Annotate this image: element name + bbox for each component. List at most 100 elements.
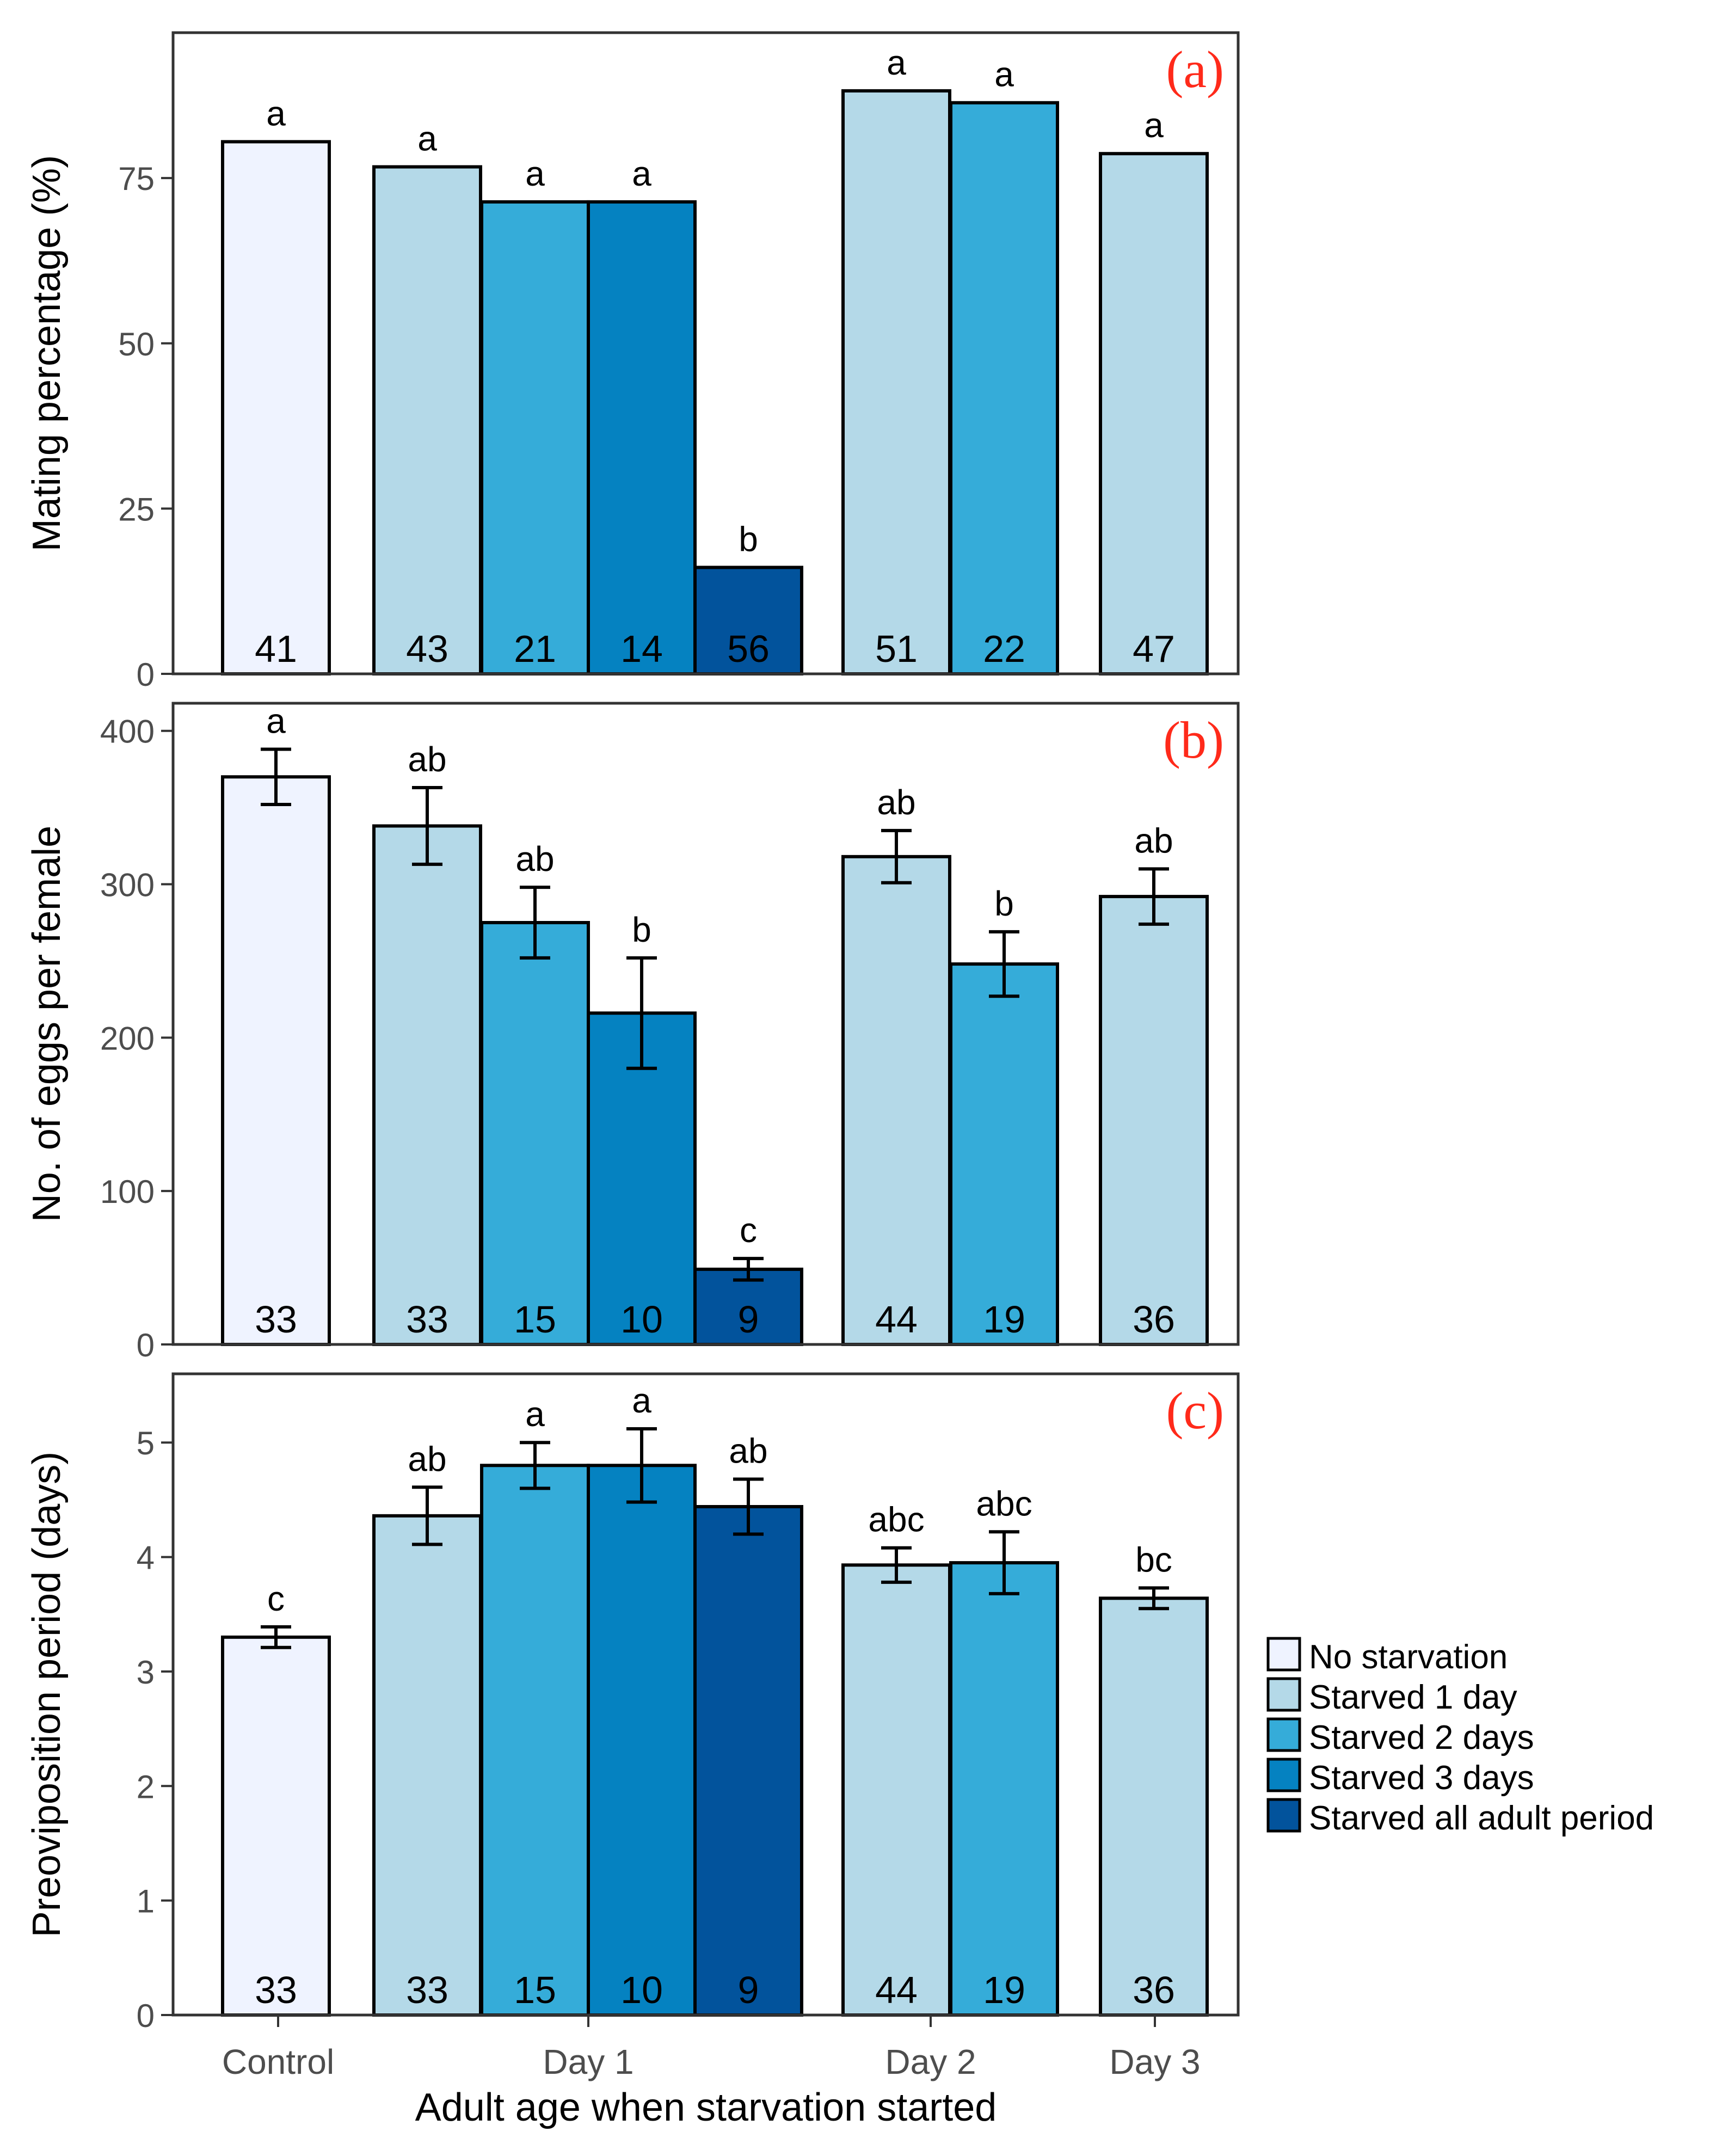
panel-label: (c)	[1166, 1381, 1224, 1440]
bar-day-2-starved-2-days	[949, 101, 1059, 676]
sample-size-label: 19	[983, 1298, 1025, 1341]
sample-size-label: 33	[255, 1298, 297, 1341]
y-tick-label: 300	[100, 867, 155, 904]
significance-letter: a	[525, 154, 545, 193]
bar-day-1-starved-3-days	[587, 1464, 697, 2017]
legend-label-starved-3-days: Starved 3 days	[1309, 1759, 1534, 1797]
legend-swatch-starved-3-days	[1266, 1758, 1301, 1792]
bar-day-1-starved-2-days	[480, 200, 590, 675]
sample-size-label: 33	[406, 1969, 448, 2011]
significance-letter: b	[739, 519, 758, 558]
bar-day-3-starved-1-day	[1099, 895, 1209, 1347]
significance-letter: a	[1144, 106, 1164, 145]
y-tick-label: 75	[118, 161, 155, 197]
bar-day-2-starved-1-day	[841, 89, 951, 675]
panel-label: (a)	[1166, 40, 1224, 99]
y-tick-label: 3	[137, 1654, 155, 1691]
legend-swatch-no-starvation	[1266, 1637, 1301, 1672]
sample-size-label: 15	[514, 1969, 556, 2011]
legend-swatch-starved-2-days	[1266, 1717, 1301, 1752]
significance-letter: c	[740, 1211, 757, 1250]
significance-letter: a	[632, 1381, 651, 1420]
significance-letter: a	[417, 119, 437, 158]
sample-size-label: 19	[983, 1969, 1025, 2011]
y-tick-label: 1	[137, 1883, 155, 1920]
sample-size-label: 9	[738, 1298, 759, 1341]
panel-border	[171, 702, 1240, 1346]
y-tick-label: 50	[118, 326, 155, 363]
panel-b: 0 100 200 300 400 a 33 ab 33 ab 15 b 10 c 9 ab 44 b 19 ab 36…	[25, 702, 1240, 1363]
bar-day-2-starved-2-days	[949, 1561, 1059, 2017]
significance-letter: b	[994, 884, 1014, 923]
significance-letter: a	[994, 55, 1014, 94]
bar-day-1-starved-1-day	[372, 1514, 482, 2017]
sample-size-label: 21	[514, 628, 556, 670]
sample-size-label: 15	[514, 1298, 556, 1341]
bar-day-1-starved-all-adult-period	[693, 566, 803, 676]
significance-letter: ab	[408, 740, 446, 779]
significance-letter: b	[632, 910, 651, 949]
sample-size-label: 10	[620, 1298, 663, 1341]
bar-control-no-starvation	[221, 1635, 331, 2017]
significance-letter: ab	[515, 839, 554, 879]
significance-letter: ab	[408, 1439, 446, 1478]
significance-letter: abc	[976, 1484, 1032, 1523]
panel-c: 0 1 2 3 4 5 c 33 ab 33 a 15 a 10 ab 9 abc 44 abc 19 bc 36 (c) P…	[25, 1372, 1240, 2034]
significance-letter: a	[266, 94, 286, 133]
x-tick-label-control: Control	[222, 2042, 334, 2081]
bar-day-1-starved-2-days	[480, 921, 590, 1346]
sample-size-label: 33	[255, 1969, 297, 2011]
significance-letter: ab	[729, 1432, 767, 1471]
y-axis-title: Mating percentage (%)	[25, 155, 69, 551]
panel-border	[171, 1372, 1240, 2017]
sample-size-label: 47	[1133, 628, 1175, 670]
legend-label-no-starvation: No starvation	[1309, 1638, 1508, 1676]
significance-letter: ab	[1134, 821, 1173, 860]
sample-size-label: 10	[620, 1969, 663, 2011]
legend: No starvation Starved 1 day Starved 2 da…	[1266, 1637, 1654, 1837]
y-tick-label: 0	[137, 656, 155, 693]
significance-letter: bc	[1135, 1540, 1172, 1579]
bar-day-1-starved-1-day	[372, 165, 482, 675]
bar-control-no-starvation	[221, 775, 331, 1346]
sample-size-label: 9	[738, 1969, 759, 2011]
y-axis-title: No. of eggs per female	[25, 826, 69, 1222]
legend-swatch-starved-all-adult-period	[1266, 1798, 1301, 1833]
sample-size-label: 43	[406, 628, 448, 670]
bar-day-3-starved-1-day	[1099, 152, 1209, 676]
sample-size-label: 22	[983, 628, 1025, 670]
legend-label-starved-1-day: Starved 1 day	[1309, 1679, 1517, 1716]
panel-a: 0 25 50 75 a 41 a 43 a 21 a 14 b 56 a 51 a 22 a 47 (a) Mating…	[25, 31, 1240, 693]
y-tick-label: 2	[137, 1768, 155, 1805]
bar-day-2-starved-2-days	[949, 962, 1059, 1347]
bar-day-1-starved-2-days	[480, 1464, 590, 2017]
bar-day-2-starved-1-day	[841, 855, 951, 1347]
bar-day-1-starved-1-day	[372, 824, 482, 1347]
y-tick-label: 0	[137, 1998, 155, 2034]
y-tick-label: 25	[118, 491, 155, 527]
x-tick-label-day2: Day 2	[885, 2042, 976, 2081]
y-tick-label: 400	[100, 714, 155, 750]
bar-day-1-starved-3-days	[587, 200, 697, 675]
significance-letter: a	[525, 1395, 545, 1434]
x-tick-label-day3: Day 3	[1109, 2042, 1200, 2081]
bar-day-2-starved-1-day	[841, 1563, 951, 2017]
significance-letter: a	[632, 154, 651, 193]
sample-size-label: 44	[875, 1298, 918, 1341]
sample-size-label: 56	[727, 628, 770, 670]
sample-size-label: 44	[875, 1969, 918, 2011]
y-tick-label: 4	[137, 1540, 155, 1576]
significance-letter: ab	[877, 783, 915, 822]
panel-border	[171, 31, 1240, 675]
sample-size-label: 36	[1133, 1298, 1175, 1341]
significance-letter: a	[266, 702, 286, 741]
y-axis-title: Preoviposition period (days)	[25, 1452, 69, 1937]
bar-day-3-starved-1-day	[1099, 1596, 1209, 2017]
legend-label-starved-all-adult-period: Starved all adult period	[1309, 1799, 1654, 1837]
significance-letter: a	[887, 43, 906, 82]
sample-size-label: 36	[1133, 1969, 1175, 2011]
legend-label-starved-2-days: Starved 2 days	[1309, 1719, 1534, 1756]
y-tick-label: 0	[137, 1327, 155, 1363]
y-tick-label: 100	[100, 1174, 155, 1210]
